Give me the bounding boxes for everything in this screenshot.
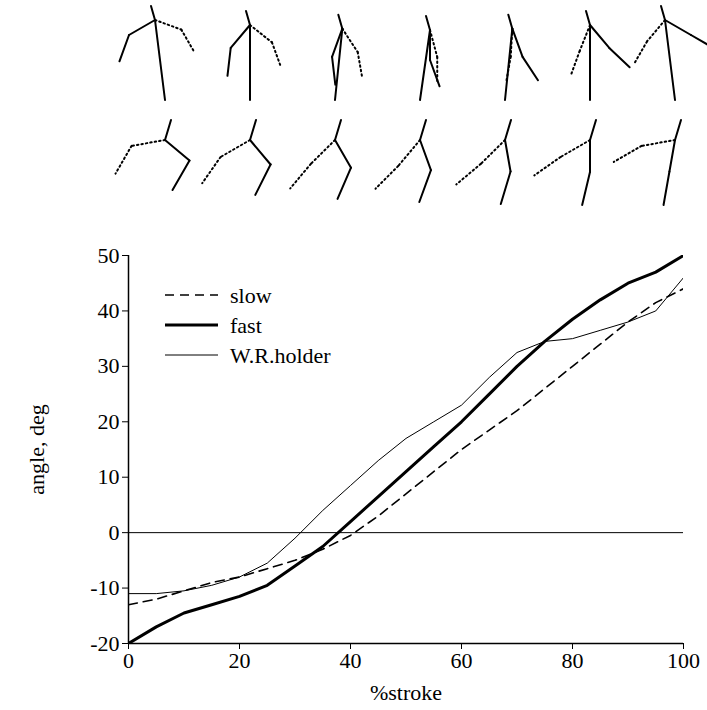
svg-text:50: 50 (98, 243, 120, 268)
svg-text:40: 40 (340, 648, 362, 673)
svg-text:60: 60 (451, 648, 473, 673)
svg-text:0: 0 (123, 648, 134, 673)
svg-text:80: 80 (562, 648, 584, 673)
svg-text:100: 100 (667, 648, 700, 673)
svg-text:fast: fast (230, 313, 262, 338)
svg-text:slow: slow (230, 283, 272, 308)
svg-text:W.R.holder: W.R.holder (230, 343, 331, 368)
svg-text:0: 0 (109, 520, 120, 545)
svg-text:10: 10 (98, 464, 120, 489)
svg-text:20: 20 (229, 648, 251, 673)
svg-text:-10: -10 (90, 575, 119, 600)
svg-text:-20: -20 (90, 631, 119, 656)
svg-text:angle, deg: angle, deg (24, 404, 49, 494)
svg-text:20: 20 (98, 409, 120, 434)
svg-text:30: 30 (98, 353, 120, 378)
svg-text:40: 40 (98, 298, 120, 323)
svg-text:%stroke: %stroke (370, 680, 442, 705)
